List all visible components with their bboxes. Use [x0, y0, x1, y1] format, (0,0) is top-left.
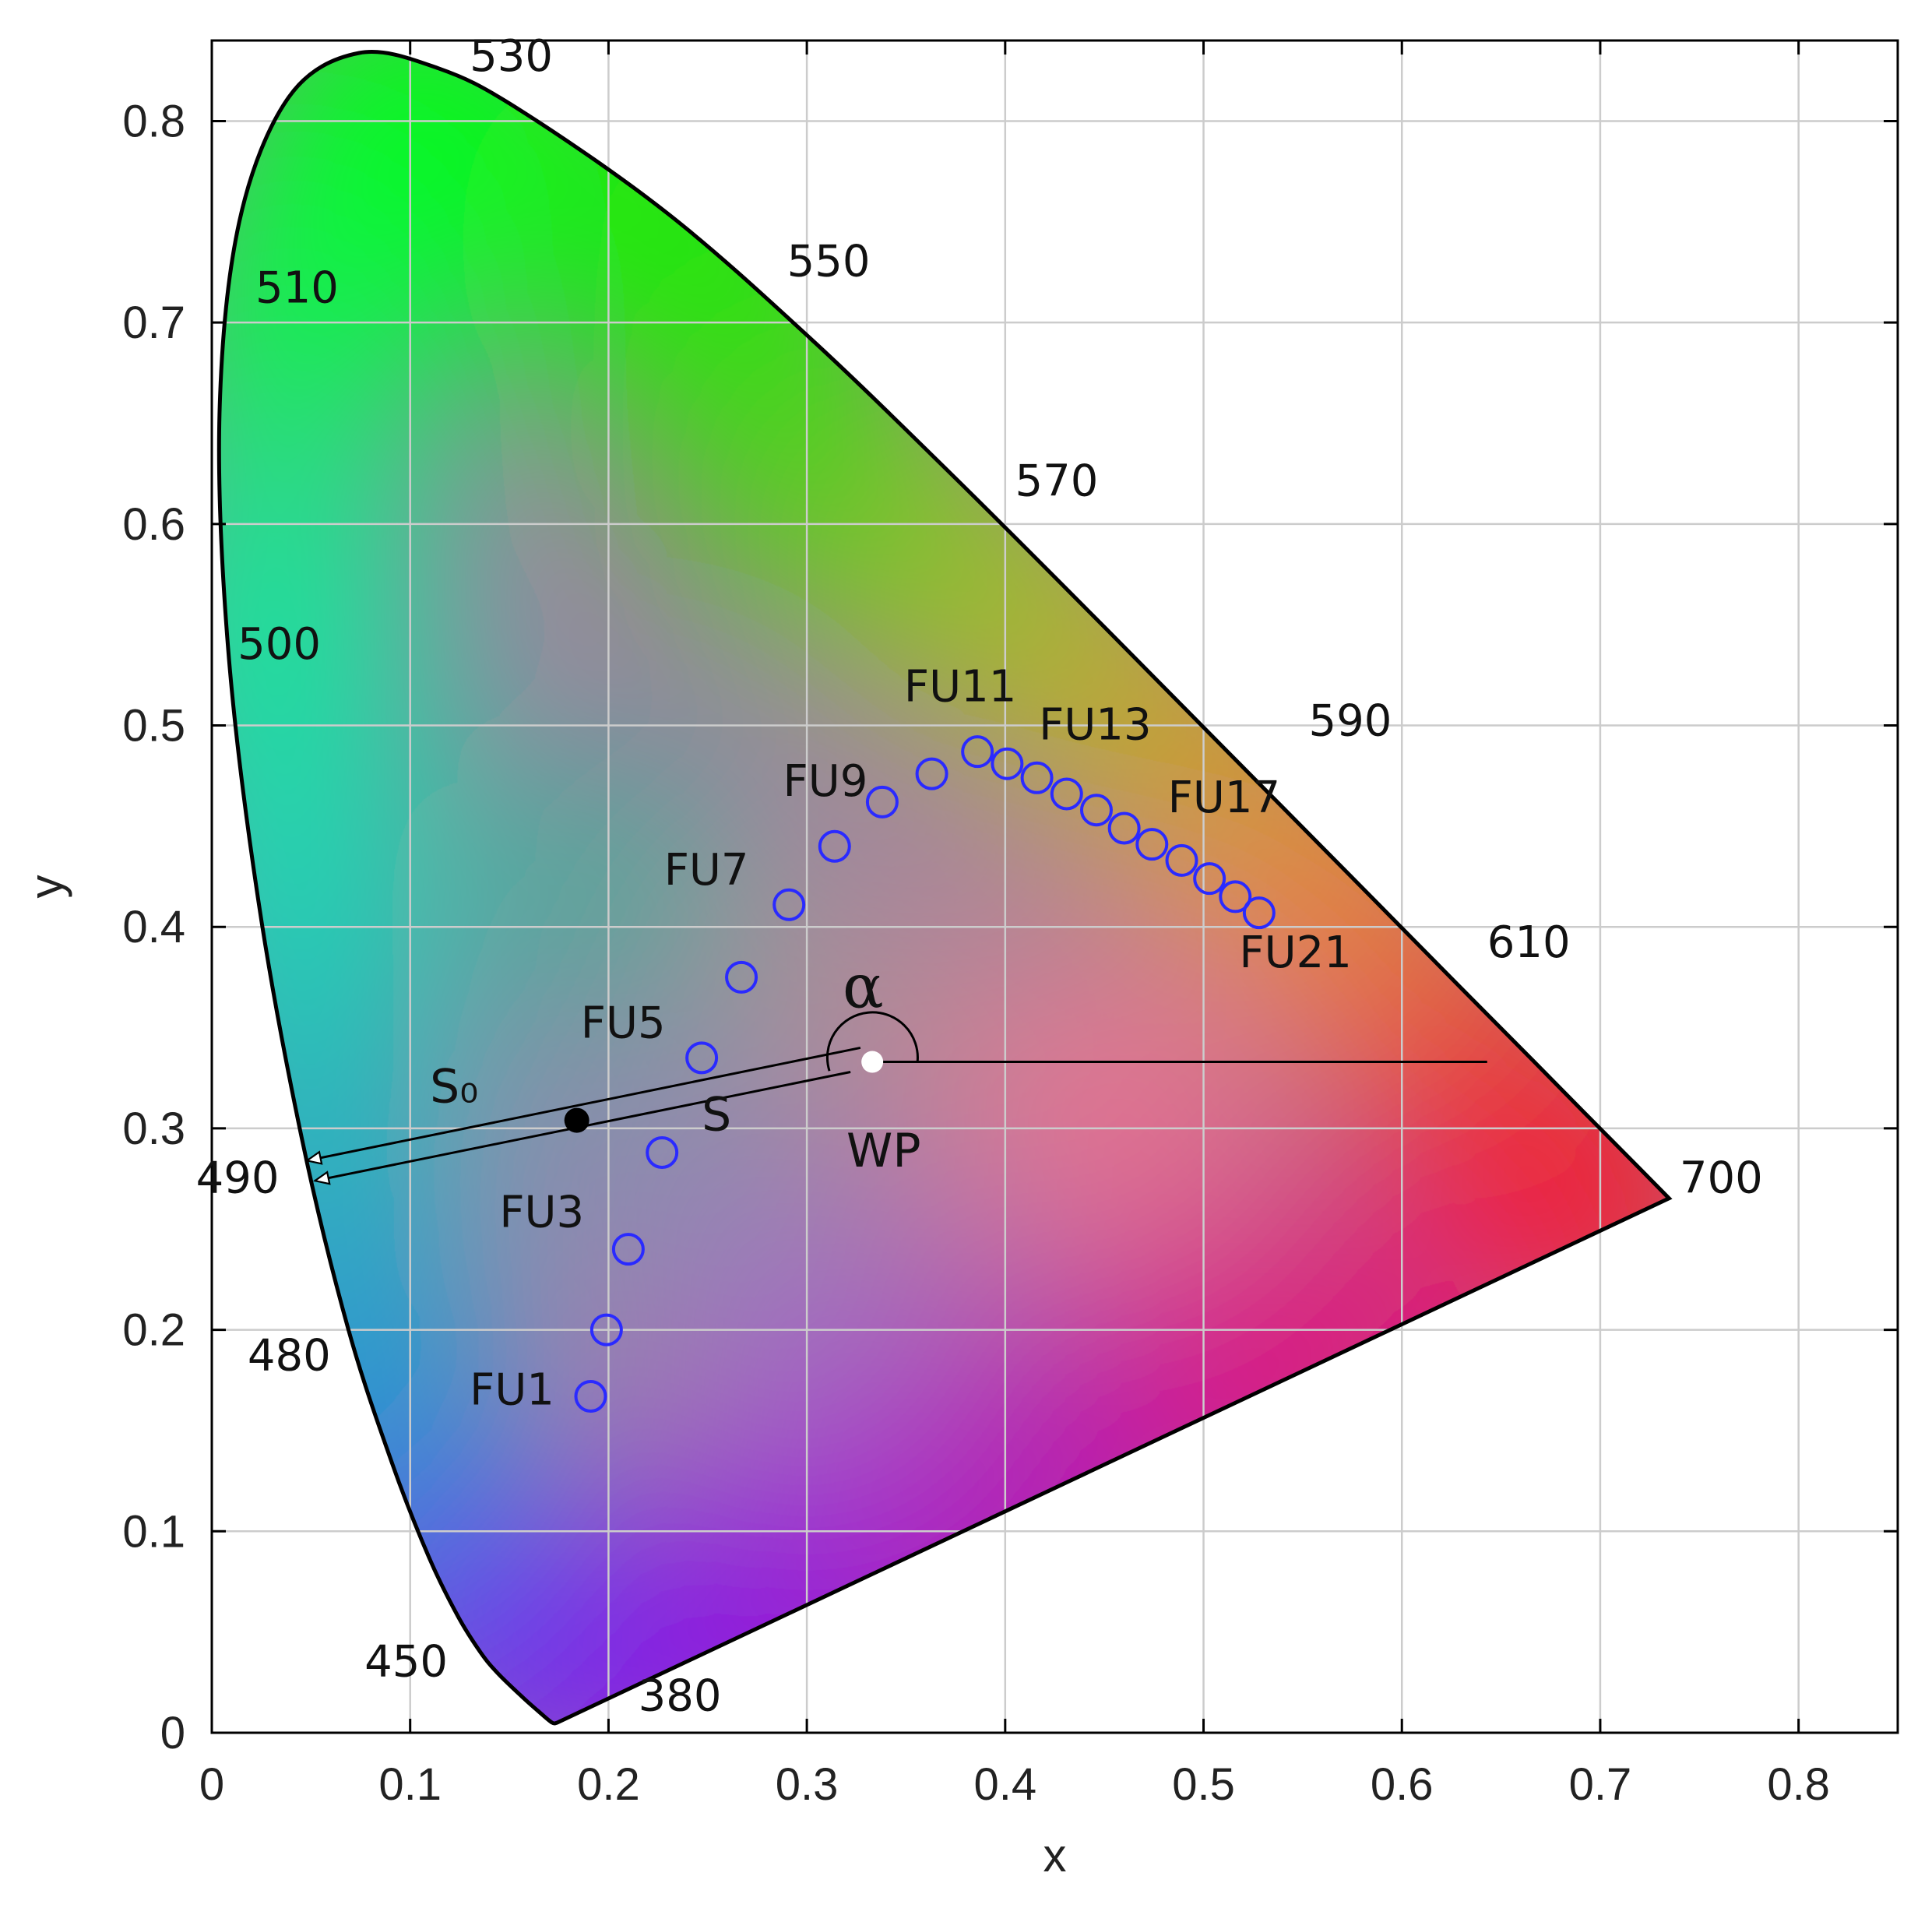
plot-frame: [210, 39, 1899, 1734]
wavelength-label: 700: [1680, 1153, 1763, 1204]
sample-point: [564, 1107, 589, 1133]
fu-point: [865, 785, 899, 818]
wavelength-label: 380: [639, 1671, 722, 1722]
fu-point: [685, 1041, 719, 1075]
fu-point: [611, 1233, 645, 1266]
fu-point: [1020, 761, 1054, 794]
fu-point: [1135, 828, 1169, 861]
fu-label: FU13: [1039, 700, 1151, 751]
y-tick-label: 0.4: [122, 902, 185, 952]
wavelength-label: 550: [787, 237, 871, 287]
fu-label: FU1: [470, 1364, 554, 1415]
fu-point: [574, 1379, 607, 1413]
x-tick-label: 0.3: [776, 1759, 839, 1810]
y-tick-label: 0: [160, 1708, 185, 1758]
fu-label: FU3: [499, 1188, 584, 1238]
x-tick-label: 0.8: [1767, 1759, 1830, 1810]
fu-point: [646, 1135, 679, 1169]
fu-labels: FU1 FU3 FU5 FU7 FU9 FU11 FU13 FU17 FU21: [470, 662, 1352, 1416]
alpha-angle-arc: [825, 1011, 919, 1072]
spectral-locus-outline: [216, 50, 1673, 1726]
x-tick-label: 0.4: [974, 1759, 1037, 1810]
fu-point: [818, 829, 851, 863]
annotation-label: WP: [846, 1124, 921, 1178]
white-point-marker: [861, 1051, 884, 1073]
wavelength-label: 450: [364, 1637, 448, 1688]
fu-point: [1219, 880, 1252, 913]
wavelength-label: 610: [1487, 917, 1571, 968]
y-tick-label: 0.3: [122, 1104, 185, 1154]
fu-label: FU7: [664, 845, 749, 896]
annotation-label: α: [843, 952, 884, 1023]
y-tick-label: 0.5: [122, 701, 185, 752]
wavelength-label: 500: [238, 619, 321, 670]
fu-point: [1193, 862, 1226, 896]
x-tick-label: 0.2: [577, 1759, 640, 1810]
fu-point: [1050, 777, 1083, 811]
x-tick-label: 0.5: [1172, 1759, 1235, 1810]
x-tick-label: 0: [199, 1759, 224, 1810]
x-axis-label: x: [1043, 1829, 1067, 1882]
y-tick-label: 0.6: [122, 499, 185, 550]
y-tick-label: 0.2: [122, 1305, 185, 1356]
y-axis-label: y: [20, 875, 72, 899]
wavelength-label: 570: [1015, 456, 1099, 507]
fu-point: [772, 888, 806, 921]
x-tick-label: 0.7: [1569, 1759, 1632, 1810]
x-tick-label: 0.6: [1371, 1759, 1434, 1810]
fu-points: [574, 735, 1276, 1413]
axis-ticks: 0 0.1 0.2 0.3 0.4 0.5 0.6 0.7 0.8 0 0.1 0.2 0.3 0.4 0.…: [122, 40, 1898, 1810]
fu-point: [1107, 811, 1141, 845]
wavelength-label: 490: [196, 1153, 280, 1204]
fu-point: [589, 1313, 623, 1346]
fu-point: [1242, 896, 1276, 930]
annotation-label: S₀: [430, 1059, 478, 1114]
annotation-label: S: [702, 1088, 731, 1142]
x-tick-label: 0.1: [378, 1759, 442, 1810]
wavelength-label: 530: [470, 31, 553, 82]
y-tick-label: 0.1: [122, 1506, 185, 1557]
fu-point: [1165, 843, 1198, 877]
fu-point: [1079, 794, 1113, 827]
grid-lines: [212, 40, 1898, 1733]
y-tick-label: 0.8: [122, 96, 185, 146]
fu-label: FU11: [904, 662, 1016, 713]
fu-label: FU17: [1168, 773, 1280, 823]
fu-label: FU21: [1239, 928, 1351, 978]
wavelength-label: 480: [248, 1330, 331, 1381]
arrow-s0: [307, 1046, 861, 1160]
fu-point: [991, 747, 1024, 780]
annotations: α S₀ S WP: [430, 952, 920, 1178]
y-tick-label: 0.7: [122, 297, 185, 348]
wavelength-label: 510: [255, 262, 339, 313]
fu-point: [725, 960, 758, 994]
fu-label: FU5: [581, 998, 666, 1049]
fu-label: FU9: [783, 756, 868, 807]
wavelength-labels: 530 550 570 590 610 700 510 500 490 480 450 380: [196, 31, 1763, 1722]
wavelength-label: 590: [1309, 695, 1392, 746]
fu-point: [961, 735, 994, 769]
fu-point: [915, 757, 948, 790]
